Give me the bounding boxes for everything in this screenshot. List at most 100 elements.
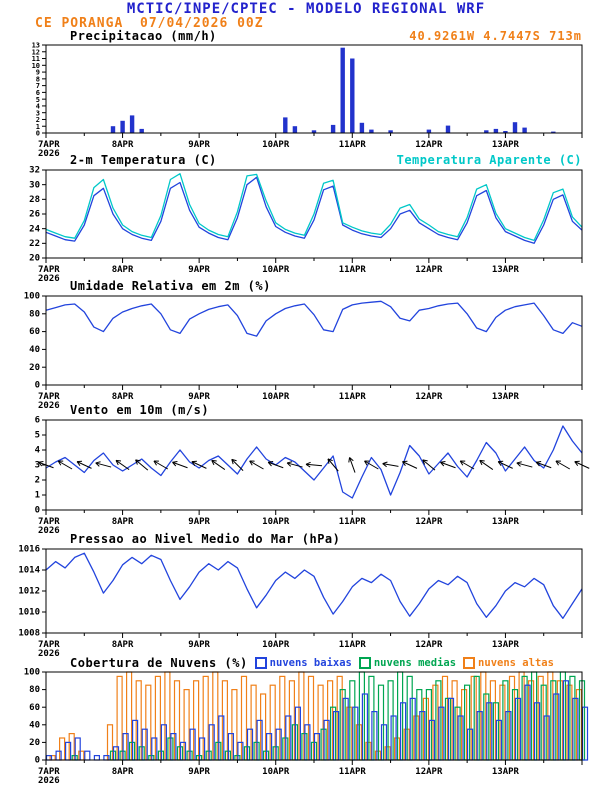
svg-text:7APR: 7APR — [38, 265, 60, 275]
svg-text:13APR: 13APR — [492, 265, 520, 275]
nuvens-baixas-swatch-icon — [254, 657, 267, 669]
svg-text:4: 4 — [36, 103, 40, 111]
svg-text:26: 26 — [29, 210, 40, 220]
svg-text:12: 12 — [32, 48, 40, 56]
svg-text:60: 60 — [29, 327, 40, 337]
nuvens-altas-label: nuvens altas — [478, 657, 554, 669]
svg-text:10APR: 10APR — [262, 640, 290, 650]
svg-text:1: 1 — [35, 491, 40, 501]
svg-text:10APR: 10APR — [262, 392, 290, 402]
svg-text:9APR: 9APR — [188, 517, 210, 527]
svg-text:28: 28 — [29, 195, 40, 205]
nuvens-medias-label: nuvens medias — [373, 657, 457, 669]
svg-text:7APR: 7APR — [38, 392, 60, 402]
svg-text:10APR: 10APR — [262, 265, 290, 275]
svg-text:3: 3 — [35, 461, 40, 471]
svg-text:7APR: 7APR — [38, 767, 60, 777]
svg-text:11: 11 — [32, 55, 40, 63]
legend-nuvens-medias: nuvens medias — [358, 657, 457, 669]
svg-text:1010: 1010 — [18, 608, 40, 618]
nuvens-baixas-label: nuvens baixas — [269, 657, 352, 669]
legend-apparent-temperature: Temperatura Aparente (C) — [396, 153, 582, 167]
panel-title-temperature: 2-m Temperatura (C) — [70, 153, 217, 167]
svg-text:4: 4 — [35, 446, 41, 456]
svg-text:13APR: 13APR — [492, 517, 520, 527]
svg-text:9: 9 — [36, 69, 40, 77]
svg-text:8APR: 8APR — [112, 392, 134, 402]
coords-label: 40.9261W 4.7447S 713m — [409, 29, 582, 43]
legend-nuvens-altas: nuvens altas — [463, 657, 554, 669]
svg-text:5: 5 — [35, 431, 40, 441]
svg-text:10APR: 10APR — [262, 517, 290, 527]
svg-text:1014: 1014 — [18, 566, 40, 576]
svg-text:80: 80 — [29, 685, 40, 695]
svg-text:9APR: 9APR — [188, 140, 210, 150]
svg-text:6: 6 — [35, 416, 40, 426]
svg-text:2026: 2026 — [38, 149, 60, 159]
svg-text:0: 0 — [35, 506, 40, 516]
svg-text:7APR: 7APR — [38, 517, 60, 527]
svg-text:40: 40 — [29, 720, 40, 730]
svg-text:2026: 2026 — [38, 776, 60, 786]
svg-text:10: 10 — [32, 62, 40, 70]
svg-text:100: 100 — [24, 292, 40, 302]
svg-text:12APR: 12APR — [415, 517, 443, 527]
svg-text:0: 0 — [35, 381, 40, 391]
station-label: CE PORANGA — [35, 16, 124, 31]
svg-text:24: 24 — [29, 224, 40, 234]
svg-text:12APR: 12APR — [415, 265, 443, 275]
panel-title-wind: Vento em 10m (m/s) — [70, 403, 210, 417]
svg-text:7APR: 7APR — [38, 640, 60, 650]
svg-text:7APR: 7APR — [38, 140, 60, 150]
panel-title-precipitation: Precipitacao (mm/h) — [70, 29, 217, 43]
svg-text:11APR: 11APR — [339, 640, 367, 650]
svg-text:11APR: 11APR — [339, 265, 367, 275]
svg-text:2026: 2026 — [38, 401, 60, 411]
svg-text:13: 13 — [32, 42, 40, 50]
svg-text:2: 2 — [35, 476, 40, 486]
svg-text:13APR: 13APR — [492, 640, 520, 650]
page-header-title: MCTIC/INPE/CPTEC - MODELO REGIONAL WRF — [126, 1, 486, 17]
svg-text:12APR: 12APR — [415, 767, 443, 777]
svg-text:9APR: 9APR — [188, 767, 210, 777]
svg-text:1012: 1012 — [18, 587, 40, 597]
svg-text:2026: 2026 — [38, 526, 60, 536]
svg-text:9APR: 9APR — [188, 265, 210, 275]
svg-text:11APR: 11APR — [339, 767, 367, 777]
clouds-title-row: Cobertura de Nuvens (%) nuvens baixas nu… — [70, 656, 554, 670]
nuvens-medias-swatch-icon — [358, 657, 371, 669]
svg-text:8APR: 8APR — [112, 767, 134, 777]
svg-text:40: 40 — [29, 345, 40, 355]
svg-text:60: 60 — [29, 703, 40, 713]
svg-text:11APR: 11APR — [339, 392, 367, 402]
svg-text:80: 80 — [29, 309, 40, 319]
svg-text:1008: 1008 — [18, 629, 40, 639]
panel-title-pressure: Pressao ao Nivel Medio do Mar (hPa) — [70, 532, 341, 546]
svg-text:12APR: 12APR — [415, 392, 443, 402]
svg-text:12APR: 12APR — [415, 640, 443, 650]
svg-text:11APR: 11APR — [339, 517, 367, 527]
svg-text:7: 7 — [36, 82, 40, 90]
svg-text:10APR: 10APR — [262, 140, 290, 150]
svg-text:9APR: 9APR — [188, 640, 210, 650]
svg-text:8APR: 8APR — [112, 640, 134, 650]
svg-text:8APR: 8APR — [112, 140, 134, 150]
svg-text:8: 8 — [36, 75, 40, 83]
svg-text:3: 3 — [36, 109, 40, 117]
svg-text:20: 20 — [29, 363, 40, 373]
svg-text:8APR: 8APR — [112, 265, 134, 275]
svg-text:100: 100 — [24, 668, 40, 678]
svg-text:10APR: 10APR — [262, 767, 290, 777]
svg-text:13APR: 13APR — [492, 392, 520, 402]
svg-text:1: 1 — [36, 123, 40, 131]
svg-text:11APR: 11APR — [339, 140, 367, 150]
svg-text:2: 2 — [36, 116, 40, 124]
svg-text:22: 22 — [29, 239, 40, 249]
nuvens-altas-swatch-icon — [463, 657, 476, 669]
